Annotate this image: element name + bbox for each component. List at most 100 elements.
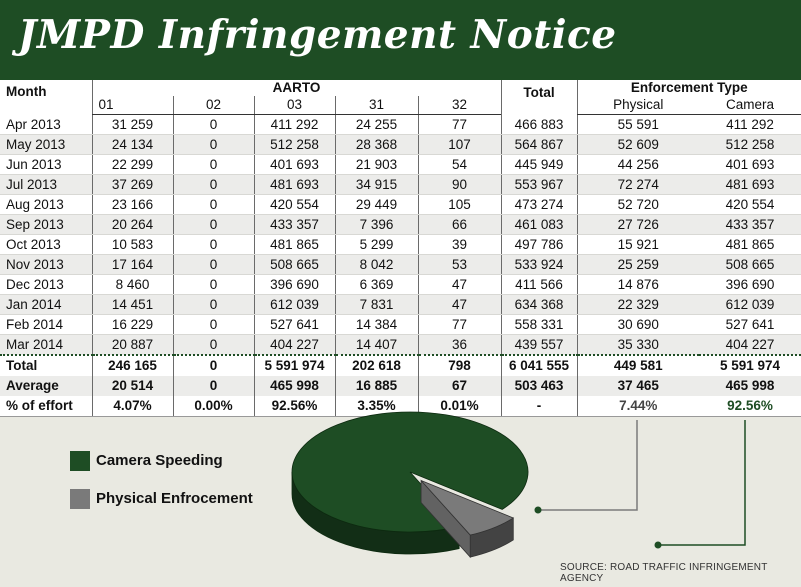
connector-dot-camera [654, 541, 662, 549]
cell-month: Dec 2013 [0, 274, 92, 295]
cell-total: 466 883 [500, 114, 578, 135]
cell-camera: 92.56% [699, 396, 801, 417]
cell-camera: 433 357 [699, 214, 801, 235]
cell-c03: 433 357 [253, 214, 335, 235]
cell-month: Jun 2013 [0, 154, 92, 175]
table-row: Aug 2013 23 166 0 420 554 29 449 105 473 274 52… [0, 194, 801, 215]
col-header-31: 31 [334, 96, 418, 115]
cell-camera: 465 998 [699, 376, 801, 396]
table-row: Jul 2013 37 269 0 481 693 34 915 90 553 967 72 … [0, 174, 801, 195]
col-header-aarto: AARTO [91, 80, 502, 96]
cell-c32: 107 [417, 134, 502, 155]
cell-c01: 10 583 [91, 234, 173, 255]
cell-c31: 24 255 [334, 114, 418, 135]
legend-swatch-physical [70, 489, 90, 509]
cell-c02: 0 [172, 214, 254, 235]
table-row: Sep 2013 20 264 0 433 357 7 396 66 461 083 27 7… [0, 214, 801, 235]
page-title: JMPD Infringement Notice [18, 12, 617, 58]
connector-line-camera [658, 420, 746, 546]
cell-c01: 20 264 [91, 214, 173, 235]
col-header-01: 01 [91, 96, 173, 115]
cell-c01: 246 165 [91, 354, 173, 376]
cell-total: 558 331 [500, 314, 578, 335]
cell-c01: 16 229 [91, 314, 173, 335]
cell-month: Jan 2014 [0, 294, 92, 315]
cell-c01: 20 887 [91, 334, 173, 356]
cell-c03: 465 998 [253, 376, 335, 396]
cell-c31: 14 384 [334, 314, 418, 335]
cell-c01: 24 134 [91, 134, 173, 155]
cell-physical: 72 274 [576, 174, 700, 195]
table-summary: Total 246 165 0 5 591 974 202 618 798 6 041 55… [0, 354, 801, 417]
cell-camera: 5 591 974 [699, 354, 801, 376]
legend-label-physical: Physical Enfrocement [96, 490, 253, 507]
cell-c31: 202 618 [334, 354, 418, 376]
cell-month: Sep 2013 [0, 214, 92, 235]
cell-month: Oct 2013 [0, 234, 92, 255]
cell-physical: 30 690 [576, 314, 700, 335]
cell-c31: 28 368 [334, 134, 418, 155]
cell-c03: 5 591 974 [253, 354, 335, 376]
cell-c31: 7 831 [334, 294, 418, 315]
cell-physical: 449 581 [576, 354, 700, 376]
cell-c32: 77 [417, 114, 502, 135]
col-header-02: 02 [172, 96, 254, 115]
cell-physical: 27 726 [576, 214, 700, 235]
cell-physical: 25 259 [576, 254, 700, 275]
table-row: May 2013 24 134 0 512 258 28 368 107 564 867 52… [0, 134, 801, 155]
cell-total: 533 924 [500, 254, 578, 275]
cell-c31: 8 042 [334, 254, 418, 275]
cell-c02: 0 [172, 234, 254, 255]
cell-total: 461 083 [500, 214, 578, 235]
cell-camera: 401 693 [699, 154, 801, 175]
cell-c01: 8 460 [91, 274, 173, 295]
cell-c02: 0 [172, 314, 254, 335]
cell-c32: 77 [417, 314, 502, 335]
cell-c03: 612 039 [253, 294, 335, 315]
cell-total: 564 867 [500, 134, 578, 155]
cell-c01: 22 299 [91, 154, 173, 175]
cell-camera: 612 039 [699, 294, 801, 315]
source-note: SOURCE: ROAD TRAFFIC INFRINGEMENT AGENCY [560, 562, 768, 584]
col-header-physical: Physical [576, 96, 700, 115]
cell-c02: 0 [172, 354, 254, 376]
cell-month: May 2013 [0, 134, 92, 155]
table-row: Jan 2014 14 451 0 612 039 7 831 47 634 368 22 3… [0, 294, 801, 315]
cell-c01: 23 166 [91, 194, 173, 215]
table-row: Dec 2013 8 460 0 396 690 6 369 47 411 566 14 87… [0, 274, 801, 295]
cell-physical: 37 465 [576, 376, 700, 396]
table-row: Oct 2013 10 583 0 481 865 5 299 39 497 786 15 9… [0, 234, 801, 255]
cell-c03: 411 292 [253, 114, 335, 135]
cell-physical: 52 720 [576, 194, 700, 215]
cell-c32: 798 [417, 354, 502, 376]
summary-row: Total 246 165 0 5 591 974 202 618 798 6 041 55… [0, 354, 801, 376]
cell-month: Apr 2013 [0, 114, 92, 135]
cell-physical: 44 256 [576, 154, 700, 175]
cell-c31: 21 903 [334, 154, 418, 175]
cell-camera: 508 665 [699, 254, 801, 275]
cell-c02: 0 [172, 194, 254, 215]
cell-physical: 22 329 [576, 294, 700, 315]
pie-slice-camera [291, 411, 529, 533]
cell-c32: 0.01% [417, 396, 502, 417]
connector-dot-physical [534, 506, 542, 514]
cell-c02: 0 [172, 376, 254, 396]
cell-month: Nov 2013 [0, 254, 92, 275]
cell-c01: 20 514 [91, 376, 173, 396]
col-header-32: 32 [417, 96, 502, 115]
table-row: Apr 2013 31 259 0 411 292 24 255 77 466 883 55 … [0, 114, 801, 135]
cell-total: 634 368 [500, 294, 578, 315]
cell-c02: 0.00% [172, 396, 254, 417]
cell-c02: 0 [172, 154, 254, 175]
cell-camera: 411 292 [699, 114, 801, 135]
cell-camera: 396 690 [699, 274, 801, 295]
cell-c03: 396 690 [253, 274, 335, 295]
cell-c32: 54 [417, 154, 502, 175]
cell-physical: 55 591 [576, 114, 700, 135]
summary-row: Average 20 514 0 465 998 16 885 67 503 463 37 4… [0, 376, 801, 396]
cell-c02: 0 [172, 254, 254, 275]
cell-c31: 7 396 [334, 214, 418, 235]
cell-total: - [500, 396, 578, 417]
cell-c01: 4.07% [91, 396, 173, 417]
